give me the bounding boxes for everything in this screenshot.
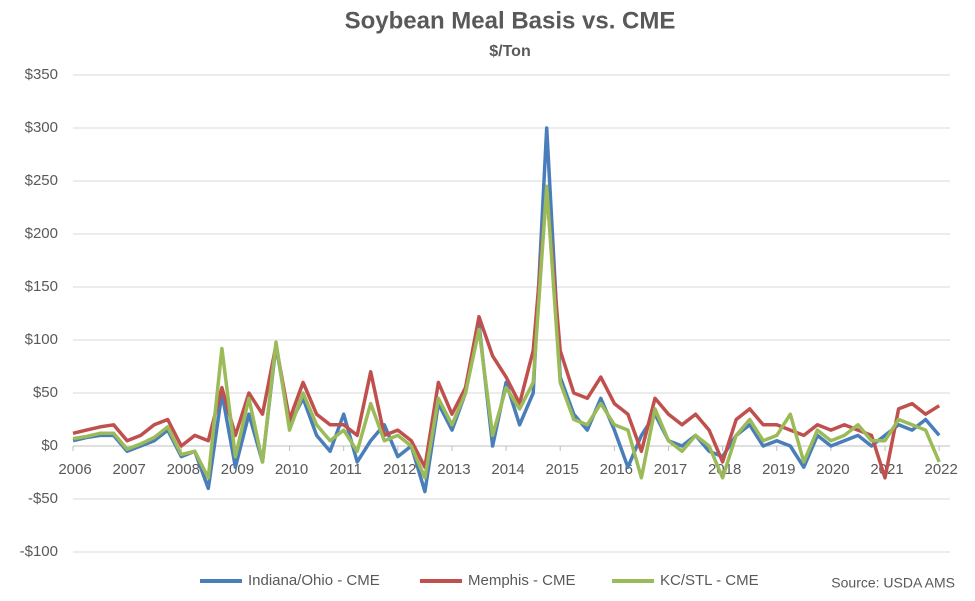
y-tick-label: $0 [41, 437, 58, 454]
legend-label: Memphis - CME [468, 572, 576, 589]
y-tick-label: $300 [25, 119, 58, 136]
x-tick-label: 2011 [330, 461, 362, 478]
legend-label: KC/STL - CME [660, 572, 759, 589]
x-tick-label: 2022 [924, 461, 957, 478]
x-tick-label: 2019 [762, 461, 795, 478]
x-tick-label: 2013 [437, 461, 470, 478]
x-tick-label: 2014 [491, 461, 524, 478]
y-tick-label: $100 [25, 331, 58, 348]
x-tick-label: 2009 [221, 461, 254, 478]
y-tick-label: $250 [25, 172, 58, 189]
chart-subtitle: $/Ton [489, 43, 530, 60]
series-line [72, 184, 941, 480]
y-tick-label: $350 [25, 66, 58, 83]
x-tick-label: 2008 [167, 461, 200, 478]
series-line [72, 126, 941, 494]
x-tick-label: 2012 [383, 461, 416, 478]
source-note: Source: USDA AMS [831, 575, 955, 591]
series-line [72, 189, 941, 480]
legend-label: Indiana/Ohio - CME [248, 572, 380, 589]
x-tick-label: 2015 [546, 461, 579, 478]
x-tick-label: 2007 [112, 461, 145, 478]
chart-title: Soybean Meal Basis vs. CME [345, 7, 676, 34]
y-tick-label: $150 [25, 278, 58, 295]
x-tick-label: 2006 [58, 461, 91, 478]
x-tick-label: 2010 [275, 461, 308, 478]
y-tick-label: $200 [25, 225, 58, 242]
x-tick-label: 2017 [654, 461, 687, 478]
y-tick-label: $50 [33, 384, 58, 401]
y-tick-label: -$100 [20, 543, 58, 560]
x-tick-label: 2016 [600, 461, 633, 478]
x-tick-label: 2020 [816, 461, 849, 478]
y-tick-label: -$50 [28, 490, 58, 507]
